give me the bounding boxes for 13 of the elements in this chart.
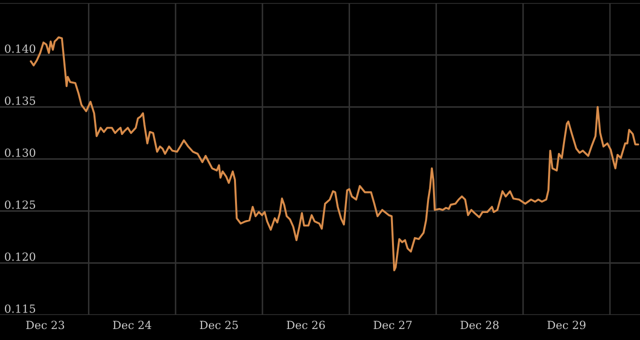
x-tick-label: Dec 27 [374,320,412,330]
y-tick-label: 0.130 [4,148,36,157]
x-tick-label: Dec 26 [286,320,325,330]
y-tick-label: 0.140 [4,44,36,53]
x-tick-label: Dec 28 [460,320,499,330]
y-tick-label: 0.125 [4,200,36,209]
x-tick-label: Dec 24 [113,320,152,330]
x-tick-label: Dec 29 [547,320,586,330]
y-tick-label: 0.115 [4,304,36,313]
y-tick-label: 0.120 [4,252,36,261]
y-tick-label: 0.135 [4,96,36,105]
x-tick-label: Dec 25 [200,320,238,330]
x-tick-label: Dec 23 [26,320,64,330]
